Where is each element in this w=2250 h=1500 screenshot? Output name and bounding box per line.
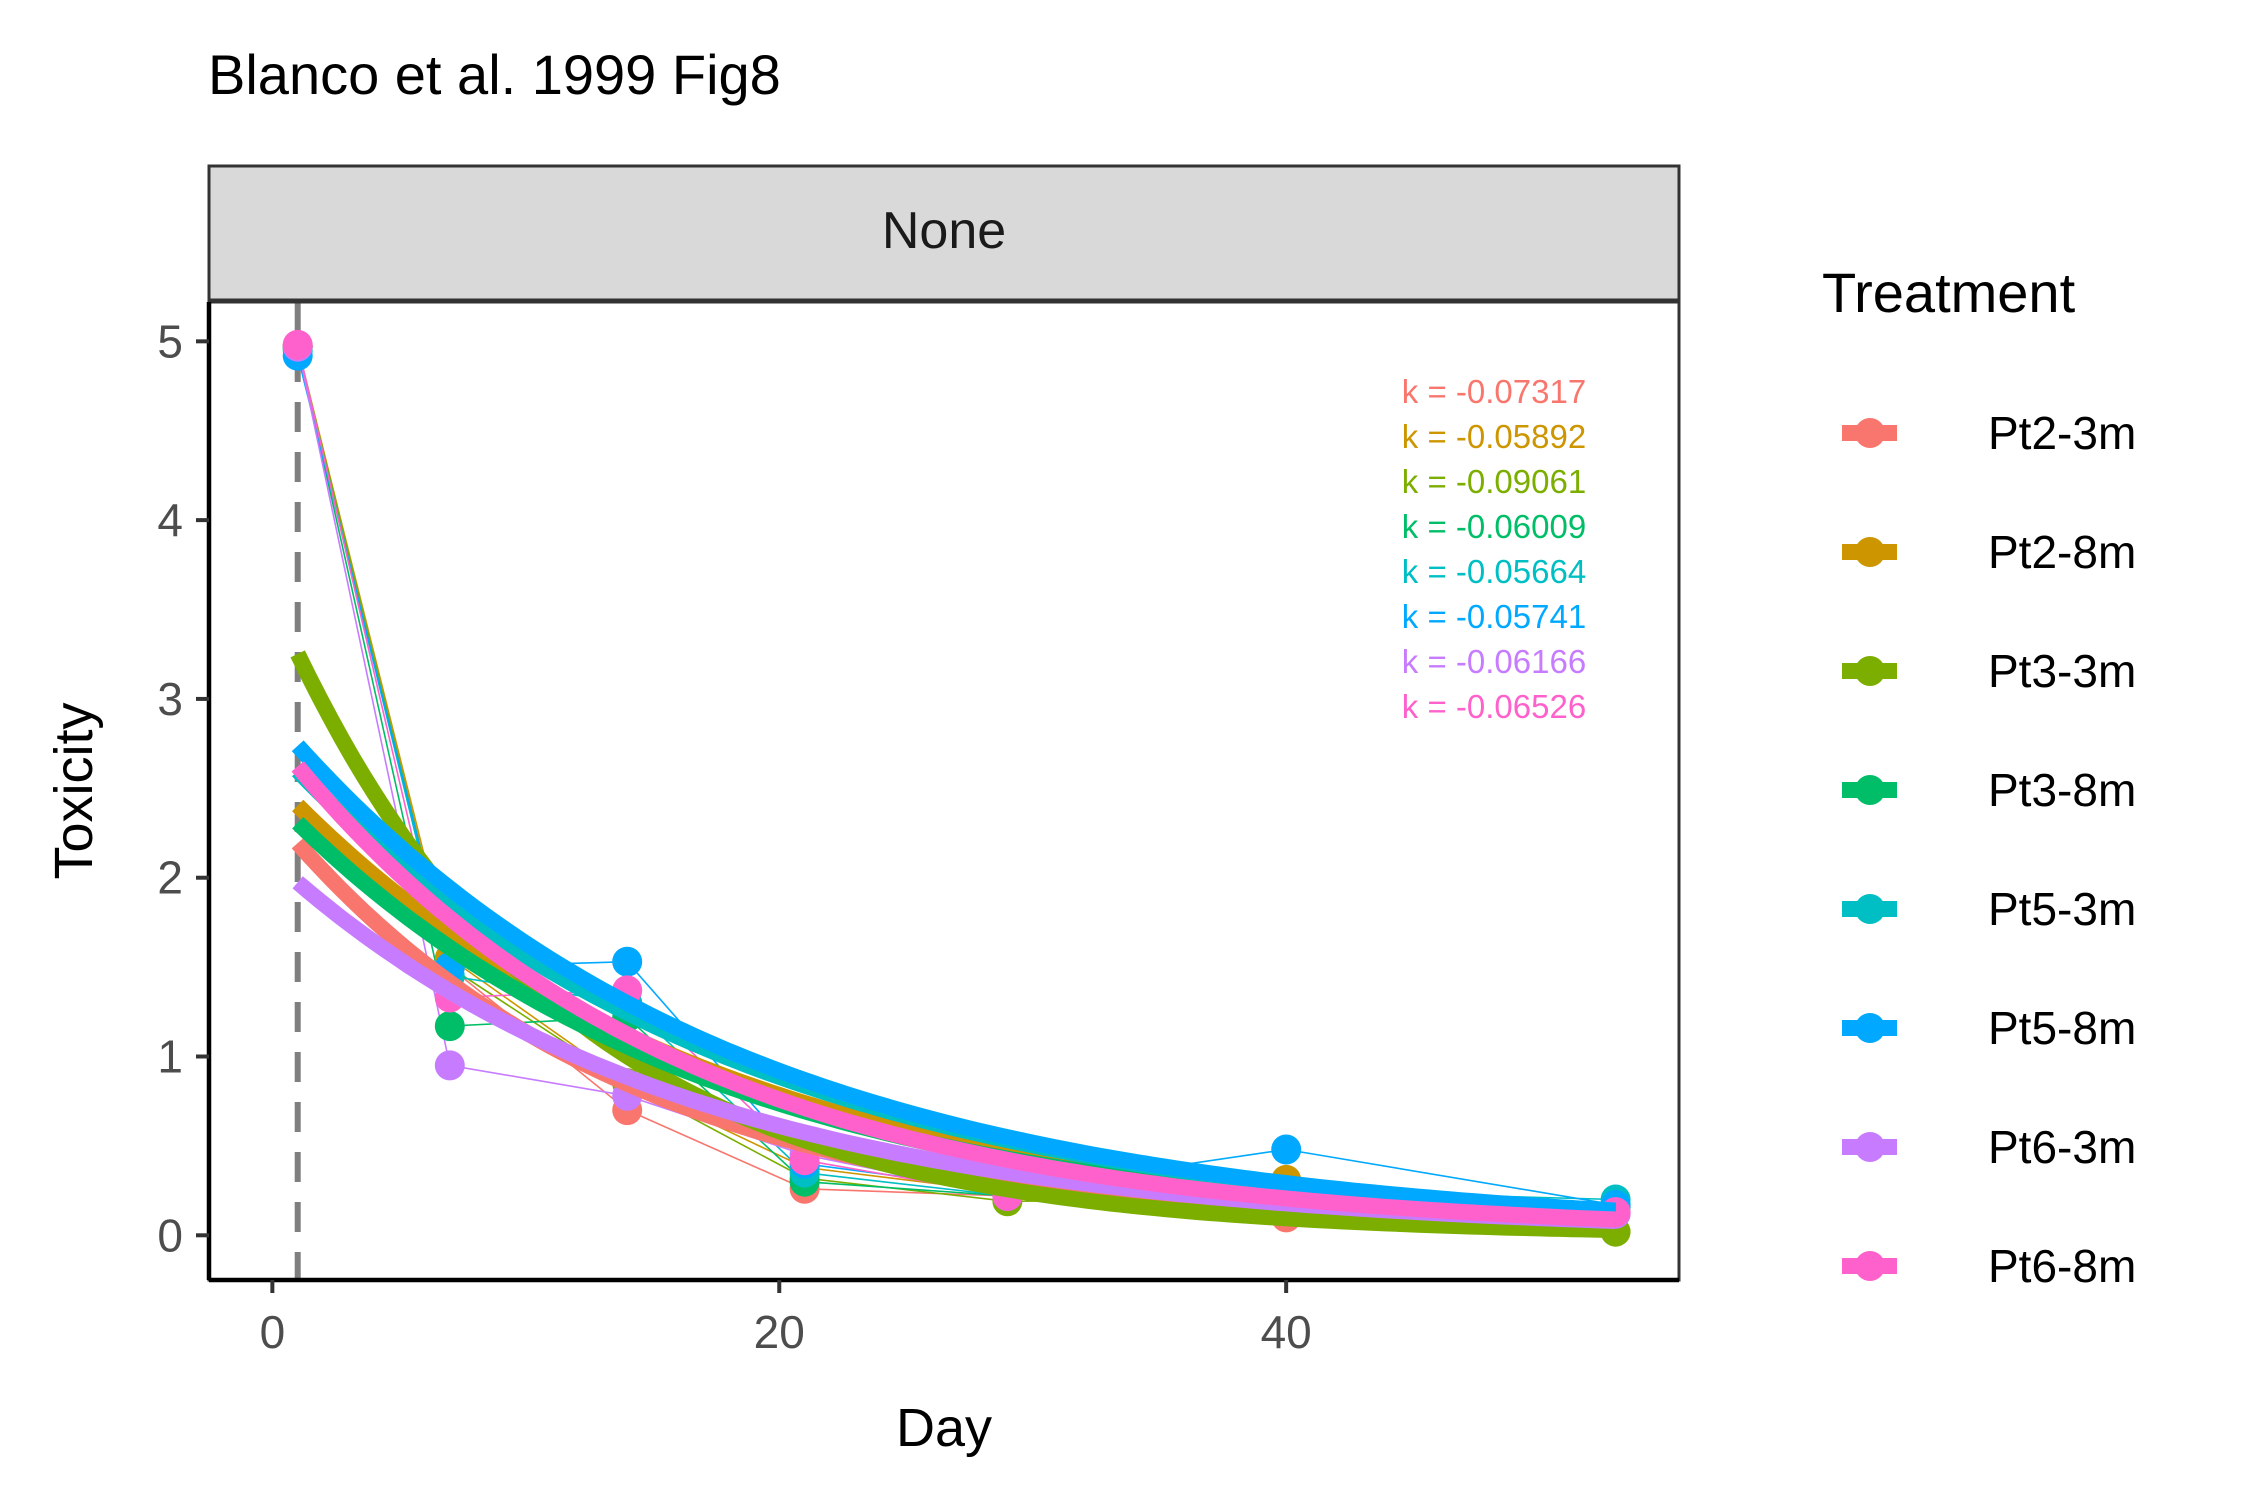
y-tick-label: 0: [157, 1209, 183, 1261]
legend-label-Pt6-3m: Pt6-3m: [1988, 1121, 2136, 1173]
legend-label-Pt2-3m: Pt2-3m: [1988, 407, 2136, 459]
y-tick-label: 2: [157, 852, 183, 904]
y-axis-title: Toxicity: [44, 702, 104, 879]
legend-key-point-Pt6-8m: [1855, 1251, 1885, 1281]
x-tick-label: 40: [1261, 1306, 1312, 1358]
y-tick-label: 3: [157, 673, 183, 725]
y-axis-ticks: 0 1 2 3 4 5: [157, 315, 209, 1261]
data-point-Pt5-8m: [612, 946, 643, 977]
legend-key-point-Pt5-3m: [1855, 894, 1885, 924]
legend-label-Pt5-8m: Pt5-8m: [1988, 1002, 2136, 1054]
data-point-Pt6-8m: [282, 329, 313, 360]
y-tick-label: 4: [157, 494, 183, 546]
k-annotation-Pt2-8m: k = -0.05892: [1402, 418, 1586, 455]
facet-strip: [207, 164, 1681, 302]
k-annotation-Pt6-8m: k = -0.06526: [1402, 688, 1586, 725]
x-axis-ticks: 0 20 40: [260, 1280, 1312, 1358]
k-annotation-Pt2-3m: k = -0.07317: [1402, 373, 1586, 410]
k-annotation-Pt6-3m: k = -0.06166: [1402, 643, 1586, 680]
fit-curve-Pt6-8m: [291, 761, 1616, 1228]
k-annotation-Pt5-3m: k = -0.05664: [1402, 553, 1586, 590]
x-tick-label: 0: [260, 1306, 286, 1358]
legend: Pt2-3m Pt2-8m Pt3-3m Pt3-8m Pt5-3m Pt5-8m Pt6-…: [1842, 407, 2136, 1292]
data-point-Pt5-8m: [1271, 1134, 1302, 1165]
legend-label-Pt6-8m: Pt6-8m: [1988, 1240, 2136, 1292]
chart-title: Blanco et al. 1999 Fig8: [208, 43, 781, 106]
k-annotation-Pt3-8m: k = -0.06009: [1402, 508, 1586, 545]
y-tick-label: 5: [157, 315, 183, 367]
legend-title: Treatment: [1822, 261, 2076, 324]
data-point-Pt3-8m: [434, 1011, 465, 1042]
legend-key-point-Pt2-8m: [1855, 537, 1885, 567]
legend-key-point-Pt2-3m: [1855, 418, 1885, 448]
legend-key-point-Pt5-8m: [1855, 1013, 1885, 1043]
legend-label-Pt3-8m: Pt3-8m: [1988, 764, 2136, 816]
k-annotation-Pt3-3m: k = -0.09061: [1402, 463, 1586, 500]
fit-curve-Pt5-8m: [291, 740, 1617, 1219]
legend-key-point-Pt6-3m: [1855, 1132, 1885, 1162]
k-annotation-Pt5-8m: k = -0.05741: [1402, 598, 1586, 635]
x-tick-label: 20: [754, 1306, 805, 1358]
y-tick-label: 1: [157, 1031, 183, 1083]
legend-label-Pt5-3m: Pt5-3m: [1988, 883, 2136, 935]
legend-label-Pt2-8m: Pt2-8m: [1988, 526, 2136, 578]
fit-curves: [290, 650, 1617, 1239]
legend-key-point-Pt3-3m: [1855, 656, 1885, 686]
data-point-Pt6-3m: [434, 1050, 465, 1081]
facet-strip-label: None: [882, 202, 1006, 260]
k-annotations: k = -0.07317 k = -0.05892 k = -0.09061 k = …: [1402, 373, 1586, 725]
plot-panel: [282, 302, 1631, 1280]
x-axis-title: Day: [896, 1398, 992, 1458]
legend-key-point-Pt3-8m: [1855, 775, 1885, 805]
legend-label-Pt3-3m: Pt3-3m: [1988, 645, 2136, 697]
